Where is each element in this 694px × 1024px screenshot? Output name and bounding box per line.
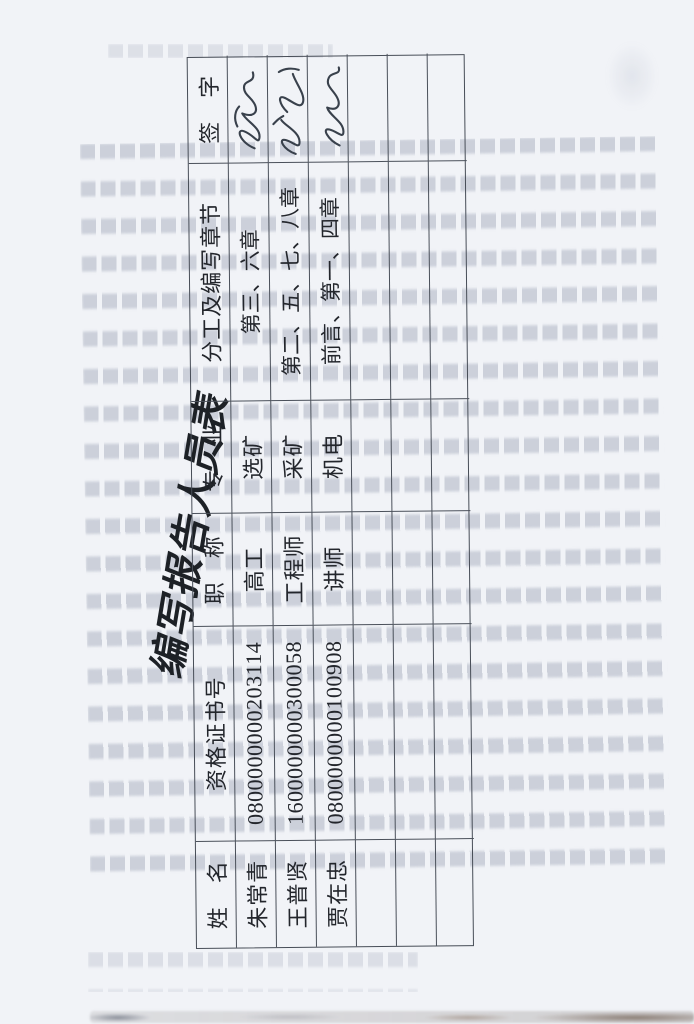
cell-title: 讲师 — [312, 511, 354, 625]
cell-major: 机电 — [311, 399, 353, 512]
empty-cell — [351, 398, 393, 512]
cell-signature — [267, 54, 309, 163]
cell-major: 采矿 — [271, 399, 313, 513]
empty-cell — [355, 838, 397, 947]
cell-cert: 0800000000100908 — [313, 624, 356, 840]
handwritten-signature-icon — [324, 66, 344, 147]
col-header-major: 专 业 — [191, 400, 233, 513]
empty-cell — [391, 398, 433, 511]
col-header-title: 职 称 — [192, 512, 234, 626]
cell-title: 高工 — [232, 512, 274, 626]
empty-cell — [387, 53, 429, 161]
empty-cell — [352, 510, 394, 625]
cell-title: 工程师 — [272, 511, 314, 626]
bleed-through-line-bottom — [88, 952, 418, 992]
empty-cell — [433, 623, 474, 839]
empty-cell — [347, 53, 389, 162]
empty-cell — [435, 838, 475, 946]
scan-edge-shadow — [90, 1011, 694, 1023]
rotated-sheet: 编写报告人员表 姓 名 资格证书号 职 称 专 业 分工及编写章节 签 字 朱常… — [89, 53, 475, 950]
cell-signature — [227, 55, 269, 163]
empty-cell — [393, 623, 436, 839]
empty-cell — [432, 510, 472, 624]
col-header-signature: 签 字 — [187, 55, 229, 164]
empty-cell — [431, 398, 471, 511]
empty-cell — [392, 510, 434, 624]
empty-cell — [348, 160, 392, 400]
col-header-cert: 资格证书号 — [193, 625, 236, 841]
cell-cert: 1600000000300058 — [273, 624, 316, 841]
cell-signature — [307, 54, 349, 162]
personnel-table: 姓 名 资格证书号 职 称 专 业 分工及编写章节 签 字 朱常青 080000… — [186, 53, 475, 949]
cell-name: 王普贤 — [275, 839, 317, 948]
empty-cell — [395, 838, 437, 946]
empty-cell — [388, 160, 432, 399]
cell-name: 朱常青 — [235, 840, 277, 948]
cell-chapters: 前言、第一、四章 — [308, 161, 352, 400]
handwritten-signature-icon — [233, 71, 261, 150]
faint-watermark — [606, 42, 658, 110]
col-header-name: 姓 名 — [195, 840, 237, 948]
handwritten-signature-icon — [271, 68, 304, 156]
cell-chapters: 第二、五、七、八章 — [268, 161, 312, 401]
cell-major: 选矿 — [231, 400, 273, 513]
cell-cert: 0800000000203114 — [233, 625, 276, 841]
col-header-chapters: 分工及编写章节 — [188, 162, 232, 401]
empty-cell — [353, 623, 396, 840]
cell-chapters: 第三、六章 — [228, 162, 272, 401]
empty-cell — [428, 160, 470, 399]
cell-name: 贾在忠 — [315, 839, 357, 947]
empty-cell — [428, 53, 467, 160]
